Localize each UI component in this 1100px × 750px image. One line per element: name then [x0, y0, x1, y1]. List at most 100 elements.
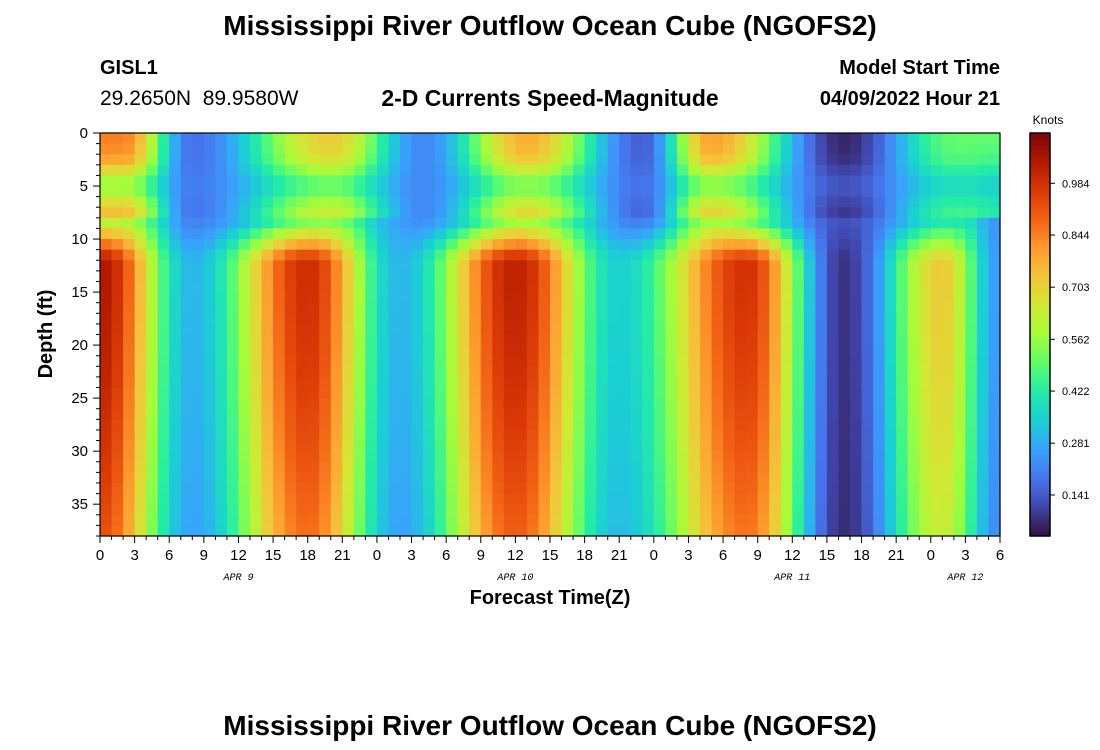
heatmap-cell — [515, 429, 528, 442]
heatmap-cell — [734, 207, 747, 219]
heatmap-cell — [988, 387, 1001, 399]
heatmap-cell — [688, 217, 701, 230]
heatmap-cell — [953, 345, 966, 357]
heatmap-cell — [261, 217, 274, 230]
heatmap-cell — [573, 334, 586, 346]
heatmap-cell — [169, 164, 182, 177]
heatmap-cell — [365, 186, 378, 198]
heatmap-cell — [896, 302, 909, 314]
heatmap-cell — [284, 196, 297, 208]
heatmap-cell — [584, 186, 597, 198]
heatmap-cell — [503, 429, 516, 442]
heatmap-cell — [492, 249, 505, 261]
heatmap-cell — [619, 482, 632, 495]
heatmap-cell — [296, 260, 309, 272]
heatmap-cell — [930, 260, 943, 272]
heatmap-cell — [250, 482, 263, 495]
heatmap-cell — [123, 154, 136, 166]
heatmap-cell — [146, 217, 159, 230]
heatmap-cell — [180, 302, 193, 314]
heatmap-cell — [769, 525, 782, 537]
heatmap-cell — [550, 313, 563, 325]
heatmap-cell — [561, 419, 574, 431]
heatmap-cell — [296, 196, 309, 208]
heatmap-cell — [746, 239, 759, 251]
heatmap-cell — [942, 345, 955, 357]
heatmap-cell — [930, 323, 943, 336]
heatmap-cell — [757, 514, 770, 526]
heatmap-cell — [792, 217, 805, 230]
heatmap-cell — [919, 514, 932, 526]
heatmap-cell — [353, 143, 366, 155]
heatmap-cell — [226, 334, 240, 346]
heatmap-cell — [584, 133, 597, 145]
heatmap-cell — [873, 154, 886, 166]
heatmap-cell — [250, 451, 263, 463]
heatmap-cell — [526, 366, 540, 378]
heatmap-cell — [550, 175, 563, 187]
heatmap-cell — [861, 419, 874, 431]
heatmap-cell — [215, 334, 228, 346]
heatmap-cell — [480, 302, 493, 314]
heatmap-cell — [907, 207, 920, 219]
heatmap-cell — [469, 419, 482, 431]
heatmap-cell — [584, 207, 597, 219]
heatmap-cell — [907, 186, 920, 198]
heatmap-cell — [273, 292, 286, 304]
heatmap-cell — [803, 525, 816, 537]
date-label: APR 12 — [946, 573, 983, 584]
heatmap-cell — [769, 323, 782, 336]
heatmap-cell — [180, 482, 193, 495]
heatmap-cell — [411, 334, 424, 346]
heatmap-cell — [226, 525, 240, 537]
heatmap-cell — [388, 429, 401, 442]
heatmap-cell — [319, 207, 332, 219]
heatmap-cell — [642, 440, 655, 452]
heatmap-cell — [492, 154, 505, 166]
heatmap-cell — [896, 270, 909, 283]
heatmap-cell — [803, 419, 816, 431]
heatmap-cell — [457, 143, 470, 155]
heatmap-cell — [769, 270, 782, 283]
heatmap-cell — [965, 451, 978, 463]
heatmap-cell — [561, 143, 574, 155]
heatmap-cell — [780, 164, 793, 177]
heatmap-cell — [100, 345, 113, 357]
heatmap-cell — [976, 451, 990, 463]
heatmap-cell — [723, 175, 736, 187]
heatmap-cell — [734, 440, 747, 452]
heatmap-cell — [250, 154, 263, 166]
heatmap-cell — [942, 313, 955, 325]
heatmap-cell — [965, 292, 978, 304]
heatmap-cell — [273, 345, 286, 357]
heatmap-cell — [342, 239, 355, 251]
heatmap-cell — [434, 355, 447, 367]
heatmap-cell — [388, 514, 401, 526]
heatmap-cell — [780, 133, 793, 145]
heatmap-cell — [642, 217, 655, 230]
heatmap-cell — [319, 355, 332, 367]
heatmap-cell — [492, 239, 505, 251]
heatmap-cell — [630, 387, 643, 399]
heatmap-cell — [896, 334, 909, 346]
heatmap-cell — [400, 472, 413, 484]
heatmap-cell — [573, 472, 586, 484]
heatmap-cell — [400, 376, 413, 389]
heatmap-cell — [388, 451, 401, 463]
heatmap-cell — [192, 451, 205, 463]
heatmap-cell — [861, 164, 874, 177]
heatmap-cell — [434, 345, 447, 357]
heatmap-cell — [238, 239, 251, 251]
heatmap-cell — [400, 493, 413, 505]
heatmap-cell — [157, 207, 170, 219]
heatmap-cell — [757, 504, 770, 516]
heatmap-cell — [769, 440, 782, 452]
heatmap-cell — [826, 292, 840, 304]
heatmap-cell — [550, 239, 563, 251]
heatmap-cell — [584, 228, 597, 240]
heatmap-cell — [630, 345, 643, 357]
heatmap-cell — [596, 313, 609, 325]
heatmap-cell — [434, 461, 447, 473]
heatmap-cell — [850, 472, 863, 484]
heatmap-cell — [226, 366, 240, 378]
